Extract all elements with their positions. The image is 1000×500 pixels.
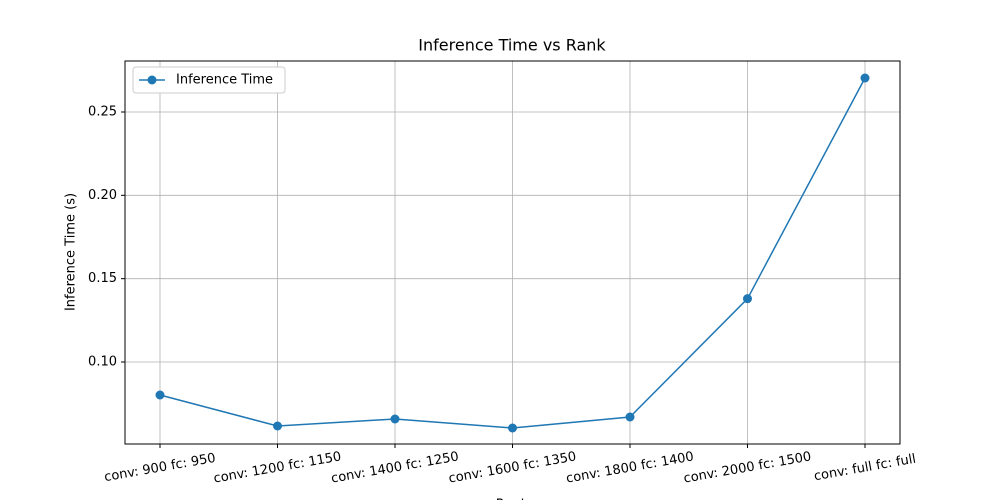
data-point (390, 414, 400, 424)
data-point (743, 294, 752, 304)
x-tick-label: conv: 900 fc: 950 (103, 451, 217, 485)
y-tick-label: 0.15 (88, 271, 117, 286)
legend-box (132, 66, 286, 94)
data-point (625, 412, 635, 422)
data-point (508, 423, 517, 433)
legend: Inference Time (132, 66, 286, 94)
x-tick-label: conv: 2000 fc: 1500 (682, 449, 812, 486)
x-tick-label: conv: 1600 fc: 1350 (447, 449, 577, 486)
x-tick-label: conv: 1200 fc: 1150 (212, 449, 342, 486)
y-tick-label: 0.25 (88, 105, 117, 120)
chart-title: Inference Time vs Rank (418, 36, 606, 55)
x-tick-label: conv: full fc: full (813, 452, 917, 485)
y-axis-label: Inference Time (s) (64, 193, 79, 311)
data-point (860, 73, 870, 83)
legend-label: Inference Time (176, 73, 273, 88)
plot-frame (124, 60, 901, 445)
x-axis-label: Rank (496, 498, 529, 500)
x-tick-label: conv: 1400 fc: 1250 (330, 449, 460, 486)
legend-marker (147, 75, 157, 85)
data-point (273, 421, 282, 431)
y-tick-label: 0.10 (88, 355, 117, 370)
y-tick-label: 0.20 (88, 188, 117, 203)
x-tick-label: conv: 1800 fc: 1400 (565, 449, 695, 486)
data-point (155, 390, 165, 400)
